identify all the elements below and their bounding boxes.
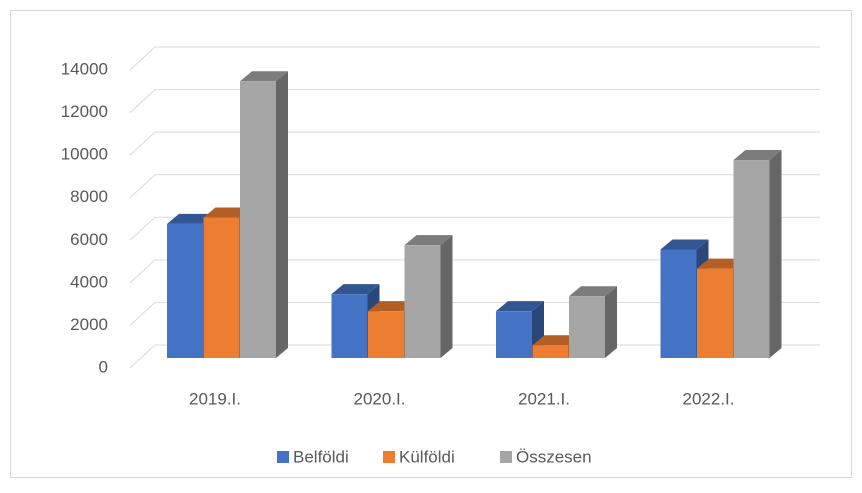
bar xyxy=(697,268,733,358)
grid-line xyxy=(129,131,820,156)
legend-label: Belföldi xyxy=(293,447,349,466)
legend-swatch xyxy=(383,451,395,463)
y-tick-label: 4000 xyxy=(70,272,108,291)
y-tick-label: 8000 xyxy=(70,187,108,206)
bar-top xyxy=(167,213,215,224)
bar xyxy=(660,249,697,358)
y-tick-label: 12000 xyxy=(61,102,108,121)
legend-label: Összesen xyxy=(516,447,592,466)
bar-side xyxy=(769,150,782,358)
bar xyxy=(331,294,368,358)
legend-swatch xyxy=(277,451,289,463)
bar-side xyxy=(440,235,453,358)
grid-line xyxy=(129,174,820,199)
bar-top xyxy=(203,207,252,218)
legend-label: Külföldi xyxy=(399,447,455,466)
bar xyxy=(532,345,569,358)
bar-top xyxy=(240,71,288,82)
y-tick-label: 10000 xyxy=(61,145,108,164)
bar xyxy=(240,81,276,359)
bar-top xyxy=(733,150,782,161)
bar-top xyxy=(496,301,544,312)
bar-top xyxy=(368,301,416,312)
bar xyxy=(733,160,770,358)
bar xyxy=(368,311,404,358)
y-tick-label: 14000 xyxy=(61,59,108,78)
bar-top xyxy=(404,235,453,246)
x-tick-label: 2020.I. xyxy=(354,389,406,408)
bar xyxy=(404,245,441,358)
x-tick-label: 2021.I. xyxy=(518,389,570,408)
y-tick-label: 2000 xyxy=(70,315,108,334)
grid-line xyxy=(129,46,820,71)
grid-line xyxy=(129,216,820,241)
bar xyxy=(203,217,240,358)
grid-line xyxy=(129,259,820,284)
x-tick-label: 2019.I. xyxy=(189,389,241,408)
y-tick-label: 6000 xyxy=(70,230,108,249)
legend-swatch xyxy=(500,451,512,463)
bar-side xyxy=(605,286,617,358)
bar-top xyxy=(532,335,581,346)
bar-top xyxy=(660,239,709,250)
bar-side xyxy=(276,71,288,359)
x-tick-label: 2022.I. xyxy=(683,389,735,408)
y-tick-label: 0 xyxy=(99,357,108,376)
bar-top xyxy=(697,258,745,269)
grid-line xyxy=(129,89,820,113)
bar xyxy=(496,311,532,358)
bar xyxy=(167,223,203,358)
bar-top xyxy=(331,284,380,295)
bar xyxy=(569,296,605,358)
bar-top xyxy=(569,286,617,297)
